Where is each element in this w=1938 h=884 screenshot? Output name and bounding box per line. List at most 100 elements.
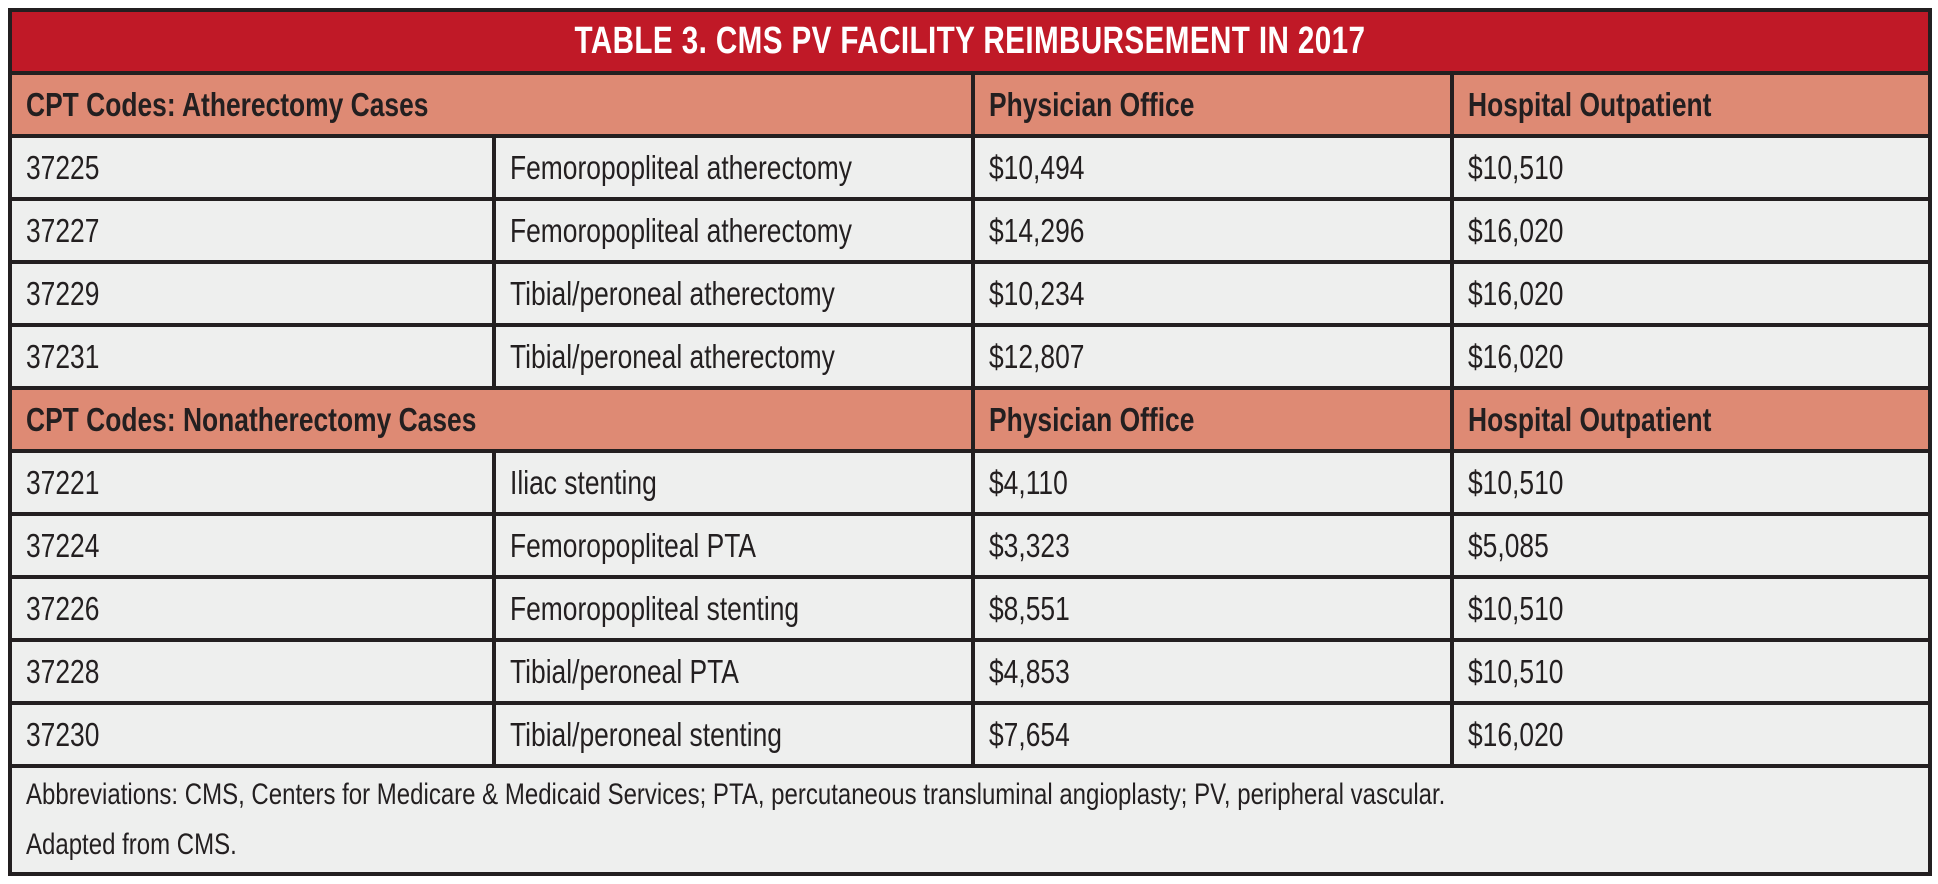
cell-physician: $3,323 bbox=[971, 516, 1450, 575]
cell-text: 37226 bbox=[26, 589, 100, 627]
cell-code: 37231 bbox=[12, 327, 492, 386]
cell-physician: $10,234 bbox=[971, 264, 1450, 323]
cell-procedure: Iliac stenting bbox=[492, 453, 971, 512]
cell-text: Tibial/peroneal stenting bbox=[510, 715, 782, 753]
cell-code: 37226 bbox=[12, 579, 492, 638]
cell-physician: $4,110 bbox=[971, 453, 1450, 512]
header-cell-physician: Physician Office bbox=[971, 390, 1450, 449]
cell-code: 37228 bbox=[12, 642, 492, 701]
cell-hospital: $16,020 bbox=[1450, 705, 1928, 764]
cell-physician: $10,494 bbox=[971, 138, 1450, 197]
table-row: 37226 Femoropopliteal stenting $8,551 $1… bbox=[12, 579, 1928, 642]
header-label: CPT Codes: Atherectomy Cases bbox=[26, 85, 429, 123]
cell-text: $8,551 bbox=[989, 589, 1070, 627]
cell-procedure: Femoropopliteal PTA bbox=[492, 516, 971, 575]
cell-text: $5,085 bbox=[1468, 526, 1549, 564]
cell-text: 37225 bbox=[26, 148, 100, 186]
cell-text: Tibial/peroneal atherectomy bbox=[510, 274, 835, 312]
cell-code: 37225 bbox=[12, 138, 492, 197]
cell-physician: $14,296 bbox=[971, 201, 1450, 260]
table-title-text: TABLE 3. CMS PV FACILITY REIMBURSEMENT I… bbox=[574, 20, 1366, 62]
cell-physician: $4,853 bbox=[971, 642, 1450, 701]
table-row: 37231 Tibial/peroneal atherectomy $12,80… bbox=[12, 327, 1928, 390]
header-cell-category: CPT Codes: Atherectomy Cases bbox=[12, 75, 971, 134]
cell-text: 37224 bbox=[26, 526, 100, 564]
header-label: Hospital Outpatient bbox=[1468, 400, 1712, 438]
cell-text: $4,853 bbox=[989, 652, 1070, 690]
cell-hospital: $16,020 bbox=[1450, 264, 1928, 323]
table-row: 37228 Tibial/peroneal PTA $4,853 $10,510 bbox=[12, 642, 1928, 705]
cell-hospital: $10,510 bbox=[1450, 579, 1928, 638]
table-title: TABLE 3. CMS PV FACILITY REIMBURSEMENT I… bbox=[12, 12, 1928, 75]
cell-text: $16,020 bbox=[1468, 337, 1564, 375]
cell-hospital: $10,510 bbox=[1450, 642, 1928, 701]
cell-text: Femoropopliteal atherectomy bbox=[510, 211, 852, 249]
cell-procedure: Femoropopliteal atherectomy bbox=[492, 138, 971, 197]
cell-code: 37221 bbox=[12, 453, 492, 512]
cell-text: $10,234 bbox=[989, 274, 1085, 312]
cell-physician: $12,807 bbox=[971, 327, 1450, 386]
cell-hospital: $16,020 bbox=[1450, 201, 1928, 260]
cell-text: Tibial/peroneal atherectomy bbox=[510, 337, 835, 375]
table-row: 37229 Tibial/peroneal atherectomy $10,23… bbox=[12, 264, 1928, 327]
header-cell-physician: Physician Office bbox=[971, 75, 1450, 134]
cell-text: Femoropopliteal stenting bbox=[510, 589, 800, 627]
cell-text: $3,323 bbox=[989, 526, 1070, 564]
cell-text: $7,654 bbox=[989, 715, 1070, 753]
cell-procedure: Tibial/peroneal PTA bbox=[492, 642, 971, 701]
cell-hospital: $10,510 bbox=[1450, 138, 1928, 197]
table-row: 37224 Femoropopliteal PTA $3,323 $5,085 bbox=[12, 516, 1928, 579]
header-label: Physician Office bbox=[989, 85, 1195, 123]
cell-physician: $8,551 bbox=[971, 579, 1450, 638]
cell-text: Tibial/peroneal PTA bbox=[510, 652, 739, 690]
footnote-source: Adapted from CMS. bbox=[26, 828, 237, 861]
cell-text: $10,510 bbox=[1468, 589, 1564, 627]
cell-text: 37227 bbox=[26, 211, 100, 249]
cell-text: 37221 bbox=[26, 463, 100, 501]
cell-procedure: Tibial/peroneal atherectomy bbox=[492, 264, 971, 323]
table-row: 37225 Femoropopliteal atherectomy $10,49… bbox=[12, 138, 1928, 201]
cell-text: $16,020 bbox=[1468, 715, 1564, 753]
table-footnotes: Abbreviations: CMS, Centers for Medicare… bbox=[12, 768, 1928, 872]
cell-text: $10,510 bbox=[1468, 148, 1564, 186]
header-cell-hospital: Hospital Outpatient bbox=[1450, 390, 1928, 449]
cell-text: $10,494 bbox=[989, 148, 1085, 186]
cell-text: Femoropopliteal PTA bbox=[510, 526, 757, 564]
cell-text: 37228 bbox=[26, 652, 100, 690]
cell-text: $16,020 bbox=[1468, 274, 1564, 312]
cell-text: $4,110 bbox=[989, 463, 1068, 501]
cell-text: Femoropopliteal atherectomy bbox=[510, 148, 852, 186]
cell-procedure: Tibial/peroneal atherectomy bbox=[492, 327, 971, 386]
section-header-atherectomy: CPT Codes: Atherectomy Cases Physician O… bbox=[12, 75, 1928, 138]
table-row: 37230 Tibial/peroneal stenting $7,654 $1… bbox=[12, 705, 1928, 768]
cell-code: 37227 bbox=[12, 201, 492, 260]
section-header-nonatherectomy: CPT Codes: Nonatherectomy Cases Physicia… bbox=[12, 390, 1928, 453]
cell-hospital: $5,085 bbox=[1450, 516, 1928, 575]
cell-code: 37230 bbox=[12, 705, 492, 764]
cell-hospital: $16,020 bbox=[1450, 327, 1928, 386]
header-label: Physician Office bbox=[989, 400, 1195, 438]
cell-code: 37224 bbox=[12, 516, 492, 575]
cell-text: 37230 bbox=[26, 715, 100, 753]
reimbursement-table: TABLE 3. CMS PV FACILITY REIMBURSEMENT I… bbox=[8, 8, 1932, 876]
cell-text: 37231 bbox=[26, 337, 100, 375]
header-cell-hospital: Hospital Outpatient bbox=[1450, 75, 1928, 134]
cell-text: Iliac stenting bbox=[510, 463, 657, 501]
footnote-abbreviations: Abbreviations: CMS, Centers for Medicare… bbox=[26, 778, 1446, 811]
header-label: CPT Codes: Nonatherectomy Cases bbox=[26, 400, 477, 438]
cell-text: $10,510 bbox=[1468, 463, 1564, 501]
table-row: 37221 Iliac stenting $4,110 $10,510 bbox=[12, 453, 1928, 516]
cell-text: $14,296 bbox=[989, 211, 1085, 249]
cell-text: 37229 bbox=[26, 274, 100, 312]
table-row: 37227 Femoropopliteal atherectomy $14,29… bbox=[12, 201, 1928, 264]
cell-text: $16,020 bbox=[1468, 211, 1564, 249]
cell-hospital: $10,510 bbox=[1450, 453, 1928, 512]
cell-physician: $7,654 bbox=[971, 705, 1450, 764]
cell-procedure: Femoropopliteal stenting bbox=[492, 579, 971, 638]
cell-procedure: Tibial/peroneal stenting bbox=[492, 705, 971, 764]
header-cell-category: CPT Codes: Nonatherectomy Cases bbox=[12, 390, 971, 449]
cell-text: $10,510 bbox=[1468, 652, 1564, 690]
cell-code: 37229 bbox=[12, 264, 492, 323]
header-label: Hospital Outpatient bbox=[1468, 85, 1712, 123]
cell-procedure: Femoropopliteal atherectomy bbox=[492, 201, 971, 260]
